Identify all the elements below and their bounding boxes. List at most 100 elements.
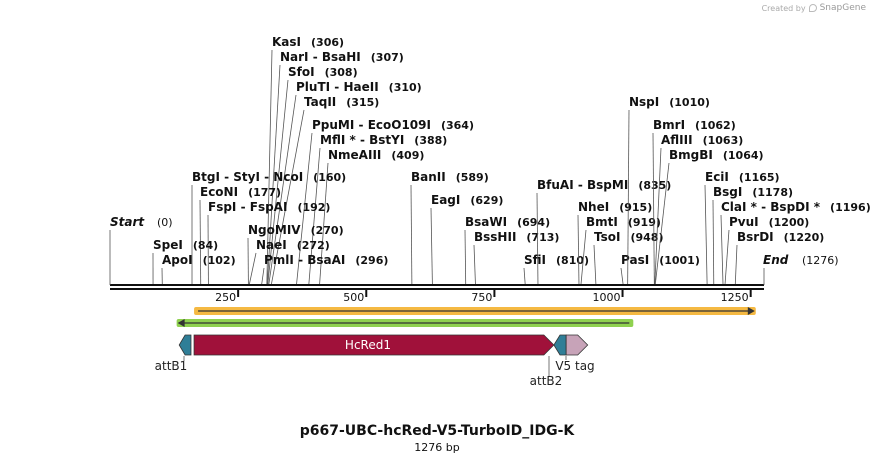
feature-shape	[553, 334, 567, 356]
site-separator: -	[330, 80, 343, 94]
site-name: BfuAI	[537, 178, 574, 192]
site-separator: -	[574, 178, 587, 192]
site-leader-line	[620, 267, 624, 285]
site-name: BtgI	[192, 170, 220, 184]
site-position: (1178)	[752, 186, 793, 199]
site-label: SfoI (308)	[288, 65, 358, 79]
restriction-site: PmlI - BsaAI (296)	[261, 253, 388, 285]
site-label: BfuAI - BspMI (835)	[537, 178, 671, 192]
restriction-site: SfoI (308)	[267, 65, 358, 285]
site-position: (270)	[311, 224, 344, 237]
site-alt-name: NcoI	[273, 170, 303, 184]
feature-shape	[565, 334, 589, 356]
site-label: EcoNI (177)	[200, 185, 281, 199]
site-label: BsaWI (694)	[465, 215, 550, 229]
site-label: PmlI - BsaAI (296)	[264, 253, 388, 267]
site-leader-line	[464, 229, 467, 285]
site-label: BsrDI (1220)	[737, 230, 824, 244]
site-leader-line	[652, 132, 655, 285]
feature-label: attB2	[530, 374, 563, 388]
restriction-site: AflIII (1063)	[654, 133, 743, 285]
site-name: SpeI	[153, 238, 183, 252]
site-separator: -	[236, 200, 249, 214]
restriction-site: EagI (629)	[430, 193, 503, 285]
ruler-tick-label: 750	[471, 291, 492, 304]
restriction-site: BanII (589)	[410, 170, 489, 285]
restriction-site: BmtI (919)	[580, 215, 661, 285]
site-position: (315)	[346, 96, 379, 109]
feature-shape	[178, 334, 192, 356]
restriction-site: PvuI (1200)	[724, 215, 809, 285]
orf-bar	[194, 307, 756, 315]
site-leader-line	[308, 147, 321, 285]
site-leader-line	[410, 184, 413, 285]
site-position: (1064)	[723, 149, 764, 162]
site-position: (919)	[628, 216, 661, 229]
site-position: (1200)	[769, 216, 810, 229]
feature-label: HcRed1	[345, 338, 391, 352]
site-label: SfiI (810)	[524, 253, 589, 267]
site-position: (1165)	[739, 171, 780, 184]
site-leader-line	[249, 252, 257, 285]
restriction-site: PluTI - HaeII (310)	[268, 80, 422, 285]
orf-arrowhead	[747, 307, 755, 315]
restriction-site: FspI - FspAI (192)	[207, 200, 330, 285]
site-position: (310)	[389, 81, 422, 94]
site-leader-line	[319, 162, 329, 285]
site-label: NaeI (272)	[256, 238, 330, 252]
restriction-site: BsrDI (1220)	[734, 230, 824, 285]
site-position: (177)	[248, 186, 281, 199]
restriction-site: BssHII (713)	[473, 230, 559, 285]
site-label: ClaI * - BspDI * (1196)	[721, 200, 871, 214]
feature-label: V5 tag	[555, 359, 594, 373]
site-position: (272)	[297, 239, 330, 252]
site-name: EciI	[705, 170, 729, 184]
site-name: MflI *	[320, 133, 356, 147]
site-label: MflI * - BstYI (388)	[320, 133, 447, 147]
site-label: BmgBI (1064)	[669, 148, 764, 162]
site-label: EciI (1165)	[705, 170, 780, 184]
site-name: BmgBI	[669, 148, 713, 162]
site-label: EagI (629)	[431, 193, 503, 207]
site-position: (364)	[441, 119, 474, 132]
site-leader-line	[627, 109, 630, 285]
site-alt-name: BstYI	[369, 133, 404, 147]
site-separator: -	[757, 200, 770, 214]
credit-prefix: Created by	[761, 3, 806, 13]
restriction-site: EciI (1165)	[704, 170, 780, 285]
restriction-site: NaeI (272)	[249, 238, 330, 285]
site-alt-name: BspMI	[587, 178, 628, 192]
restriction-site: BtgI - StyI - NcoI (160)	[191, 170, 346, 285]
site-leader-line	[268, 94, 297, 285]
site-position: (306)	[311, 36, 344, 49]
site-leader-line	[654, 162, 670, 285]
site-position: (192)	[297, 201, 330, 214]
site-name: KasI	[272, 35, 301, 49]
feature-tag: V5 tag	[555, 334, 595, 373]
site-leader-line	[704, 184, 708, 285]
plasmid-size: 1276 bp	[414, 441, 460, 454]
site-leader-line	[712, 199, 715, 285]
site-label: TsoI (948)	[594, 230, 663, 244]
site-leader-line	[296, 132, 313, 285]
end-position: (1276)	[802, 254, 839, 267]
restriction-site: EcoNI (177)	[199, 185, 281, 285]
restriction-site: TsoI (948)	[593, 230, 663, 285]
restriction-site: NgoMIV (270)	[247, 223, 344, 285]
site-leader-line	[266, 49, 273, 285]
snapgene-credit: Created by SnapGene	[762, 3, 866, 13]
site-position: (388)	[414, 134, 447, 147]
plasmid-linear-map: 250 500 750 1000 1250 Start (0) End (1276) KasI (3…	[109, 35, 871, 388]
ruler-tick-label: 1000	[593, 291, 621, 304]
site-name: NaeI	[256, 238, 287, 252]
site-label: PpuMI - EcoO109I (364)	[312, 118, 474, 132]
site-label: PvuI (1200)	[729, 215, 809, 229]
site-name: EagI	[431, 193, 460, 207]
site-position: (160)	[313, 171, 346, 184]
site-position: (296)	[355, 254, 388, 267]
restriction-site: MflI * - BstYI (388)	[308, 133, 447, 285]
site-leader-line	[271, 109, 305, 285]
site-label: NspI (1010)	[629, 95, 710, 109]
site-position: (307)	[371, 51, 404, 64]
restriction-site: TaqII (315)	[271, 95, 379, 285]
